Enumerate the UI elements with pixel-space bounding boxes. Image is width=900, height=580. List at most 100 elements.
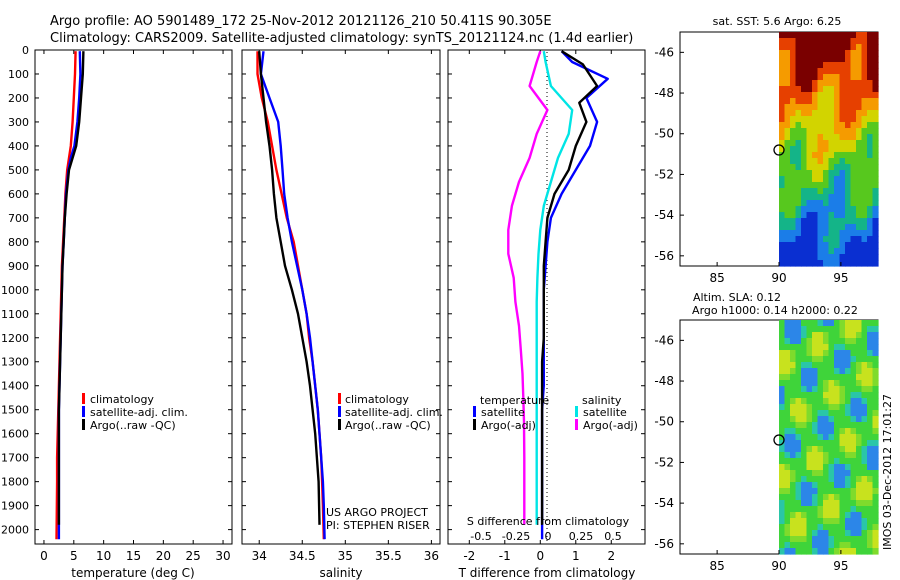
heatmap-cell xyxy=(790,446,797,453)
heatmap-cell xyxy=(850,350,857,357)
heatmap-cell xyxy=(801,422,808,429)
heatmap-cell xyxy=(795,248,802,255)
heatmap-cell xyxy=(828,512,835,519)
heatmap-cell xyxy=(834,128,841,135)
heatmap-cell xyxy=(872,248,879,255)
heatmap-cell xyxy=(867,86,874,93)
heatmap-cell xyxy=(845,320,852,327)
heatmap-cell xyxy=(861,104,868,111)
heatmap-cell xyxy=(790,128,797,135)
heatmap-cell xyxy=(823,200,830,207)
heatmap-cell xyxy=(784,458,791,465)
heatmap-cell xyxy=(834,386,841,393)
heatmap-cell xyxy=(839,68,846,75)
heatmap-cell xyxy=(845,458,852,465)
heatmap-cell xyxy=(872,62,879,69)
y-tick-label: -54 xyxy=(654,496,674,510)
heatmap-cell xyxy=(817,452,824,459)
heatmap-cell xyxy=(823,218,830,225)
heatmap-cell xyxy=(856,50,863,57)
heatmap-cell xyxy=(839,518,846,525)
y-tick-label: -56 xyxy=(654,249,674,263)
heatmap-cell xyxy=(817,50,824,57)
heatmap-cell xyxy=(806,56,813,63)
heatmap-cell xyxy=(872,488,879,495)
heatmap-cell xyxy=(784,500,791,507)
heatmap-cell xyxy=(872,44,879,51)
heatmap-cell xyxy=(834,182,841,189)
heatmap-cell xyxy=(806,362,813,369)
heatmap-cell xyxy=(850,98,857,105)
heatmap-cell xyxy=(790,440,797,447)
heatmap-cell xyxy=(839,476,846,483)
heatmap-cell xyxy=(812,170,819,177)
heatmap-cell xyxy=(856,524,863,531)
heatmap-cell xyxy=(812,104,819,111)
heatmap-cell xyxy=(872,218,879,225)
heatmap-cell xyxy=(872,260,879,267)
heatmap-cell xyxy=(828,170,835,177)
heatmap-cell xyxy=(779,236,786,243)
heatmap-cell xyxy=(828,224,835,231)
heatmap-cell xyxy=(828,488,835,495)
heatmap-cell xyxy=(795,368,802,375)
heatmap-cell xyxy=(828,368,835,375)
heatmap-cell xyxy=(867,218,874,225)
depth-tick-label: 1300 xyxy=(1,356,29,369)
heatmap-cell xyxy=(806,224,813,231)
heatmap-cell xyxy=(828,218,835,225)
heatmap-cell xyxy=(812,86,819,93)
heatmap-cell xyxy=(779,260,786,267)
heatmap-cell xyxy=(812,350,819,357)
heatmap-cell xyxy=(784,176,791,183)
heatmap-cell xyxy=(779,44,786,51)
heatmap-cell xyxy=(867,536,874,543)
heatmap-cell xyxy=(801,206,808,213)
heatmap-cell xyxy=(850,176,857,183)
heatmap-cell xyxy=(850,368,857,375)
heatmap-cell xyxy=(850,512,857,519)
heatmap-cell xyxy=(872,458,879,465)
heatmap-cell xyxy=(823,518,830,525)
heatmap-cell xyxy=(817,80,824,87)
heatmap-cell xyxy=(795,518,802,525)
heatmap-cell xyxy=(861,536,868,543)
heatmap-cell xyxy=(839,32,846,39)
heatmap-cell xyxy=(834,428,841,435)
heatmap-cell xyxy=(839,188,846,195)
heatmap-cell xyxy=(784,200,791,207)
heatmap-cell xyxy=(817,38,824,45)
heatmap-cell xyxy=(790,74,797,81)
heatmap-cell xyxy=(861,398,868,405)
heatmap-cell xyxy=(828,410,835,417)
heatmap-cell xyxy=(850,362,857,369)
heatmap-cell xyxy=(867,128,874,135)
heatmap-cell xyxy=(801,260,808,267)
x-tick-label: 85 xyxy=(709,271,724,285)
x-tick-label: 5 xyxy=(70,549,78,563)
heatmap-cell xyxy=(872,350,879,357)
heatmap-cell xyxy=(834,242,841,249)
heatmap-cell xyxy=(823,362,830,369)
heatmap-cell xyxy=(834,86,841,93)
heatmap-cell xyxy=(817,398,824,405)
heatmap-cell xyxy=(872,452,879,459)
heatmap-cell xyxy=(834,200,841,207)
heatmap-cell xyxy=(795,218,802,225)
heatmap-cell xyxy=(861,92,868,99)
heatmap-cell xyxy=(812,218,819,225)
heatmap-cell xyxy=(823,446,830,453)
heatmap-cell xyxy=(856,98,863,105)
heatmap-cell xyxy=(801,38,808,45)
heatmap-cell xyxy=(845,374,852,381)
heatmap-cell xyxy=(834,44,841,51)
heatmap-cell xyxy=(779,212,786,219)
heatmap-cell xyxy=(828,116,835,123)
heatmap-cell xyxy=(850,86,857,93)
heatmap-cell xyxy=(872,368,879,375)
heatmap-cell xyxy=(850,92,857,99)
heatmap-cell xyxy=(856,518,863,525)
heatmap-cell xyxy=(872,104,879,111)
heatmap-cell xyxy=(856,344,863,351)
